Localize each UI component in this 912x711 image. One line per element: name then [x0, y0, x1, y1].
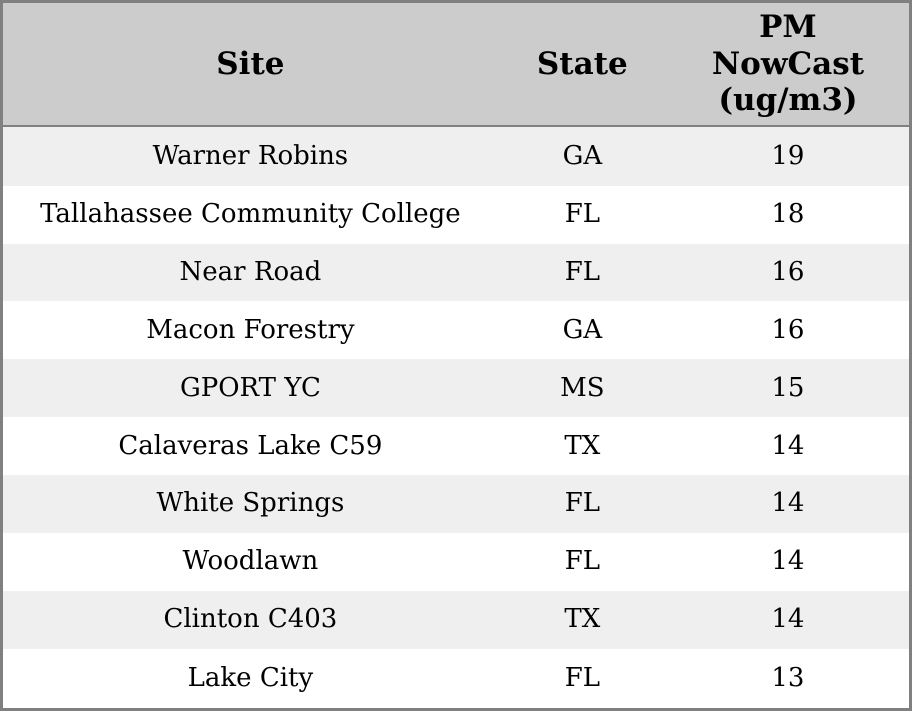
column-header-pm-nowcast: PM NowCast (ug/m3) — [666, 1, 911, 127]
table-row: Near Road FL 16 — [1, 243, 911, 302]
state-cell: MS — [560, 372, 605, 403]
pm-nowcast-header-label: PM NowCast (ug/m3) — [711, 9, 865, 119]
site-cell: GPORT YC — [179, 372, 321, 403]
state-cell: GA — [562, 140, 603, 171]
state-cell: FL — [564, 199, 600, 230]
pm-nowcast-cell: 13 — [771, 662, 805, 693]
table-row: Calaveras Lake C59 TX 14 — [1, 417, 911, 476]
state-cell: FL — [564, 546, 600, 577]
table-row: GPORT YC MS 15 — [1, 359, 911, 418]
pm-nowcast-cell: 16 — [771, 314, 805, 345]
state-cell: FL — [564, 488, 600, 519]
pm-nowcast-cell: 18 — [771, 199, 805, 230]
state-cell: FL — [564, 256, 600, 287]
table-header: Site State PM NowCast (ug/m3) — [1, 1, 911, 127]
table-row: Tallahassee Community College FL 18 — [1, 185, 911, 244]
table-body: Warner Robins GA 19 Tallahassee Communit… — [1, 126, 911, 710]
table-row: Woodlawn FL 14 — [1, 532, 911, 591]
state-cell: TX — [564, 604, 601, 635]
site-cell: Woodlawn — [182, 546, 319, 577]
site-cell: Warner Robins — [152, 140, 349, 171]
site-cell: Macon Forestry — [146, 314, 355, 345]
site-cell: Tallahassee Community College — [40, 199, 461, 230]
site-cell: Lake City — [187, 662, 314, 693]
table-row: Lake City FL 13 — [1, 648, 911, 710]
table-row: White Springs FL 14 — [1, 475, 911, 533]
header-row: Site State PM NowCast (ug/m3) — [1, 1, 911, 127]
table-row: Warner Robins GA 19 — [1, 126, 911, 186]
state-cell: TX — [564, 430, 601, 461]
pm-nowcast-cell: 19 — [771, 140, 805, 171]
pm-nowcast-cell: 16 — [771, 256, 805, 287]
state-cell: FL — [564, 662, 600, 693]
pm-nowcast-cell: 15 — [771, 372, 805, 403]
table-row: Clinton C403 TX 14 — [1, 590, 911, 649]
pm-nowcast-cell: 14 — [771, 430, 805, 461]
pm-nowcast-cell: 14 — [771, 488, 805, 519]
table-row: Macon Forestry GA 16 — [1, 301, 911, 360]
site-cell: White Springs — [156, 488, 345, 519]
pm-nowcast-cell: 14 — [771, 546, 805, 577]
site-cell: Clinton C403 — [163, 604, 338, 635]
state-cell: GA — [562, 314, 603, 345]
site-cell: Calaveras Lake C59 — [118, 430, 383, 461]
column-header-site: Site — [1, 1, 498, 127]
pm-nowcast-cell: 14 — [771, 604, 805, 635]
column-header-state: State — [497, 1, 667, 127]
site-cell: Near Road — [179, 256, 322, 287]
